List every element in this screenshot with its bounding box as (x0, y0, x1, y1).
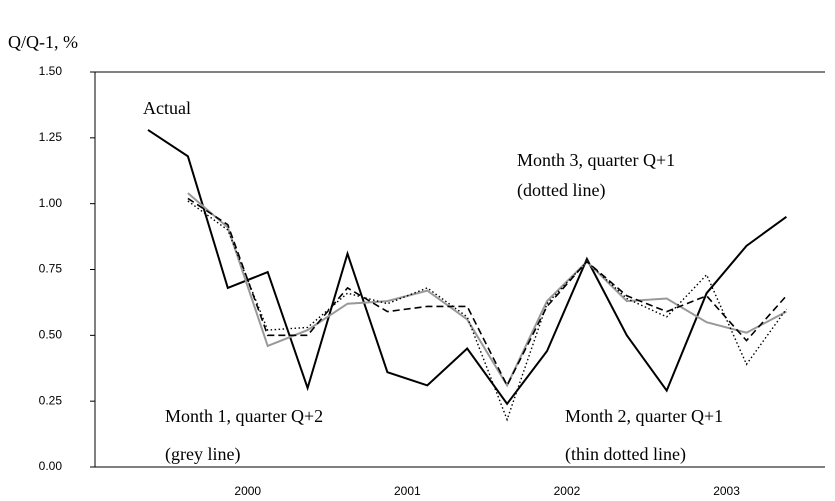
y-tick-label: 1.00 (39, 196, 63, 210)
y-tick-label: 1.50 (39, 64, 63, 78)
y-tick-label: 0.25 (39, 393, 63, 407)
y-tick-label: 1.25 (39, 130, 63, 144)
annotation: (grey line) (165, 444, 240, 465)
series-line (187, 192, 787, 388)
annotation: Month 2, quarter Q+1 (565, 406, 723, 426)
x-tick-label: 2000 (234, 484, 261, 498)
annotation: (dotted line) (517, 180, 605, 201)
x-tick-label: 2001 (394, 484, 421, 498)
series-line (147, 129, 787, 406)
annotation: (thin dotted line) (565, 444, 686, 465)
annotation: Month 3, quarter Q+1 (517, 150, 675, 170)
annotation: Month 1, quarter Q+2 (165, 406, 323, 426)
series-line (187, 200, 787, 422)
x-tick-label: 2003 (713, 484, 740, 498)
y-tick-label: 0.50 (39, 328, 63, 342)
series-line (187, 197, 787, 388)
y-tick-label: 0.00 (39, 459, 63, 473)
y-tick-label: 0.75 (39, 262, 63, 276)
annotation: Actual (143, 98, 191, 118)
x-tick-label: 2002 (554, 484, 581, 498)
chart-title: Q/Q-1, % (8, 32, 78, 52)
